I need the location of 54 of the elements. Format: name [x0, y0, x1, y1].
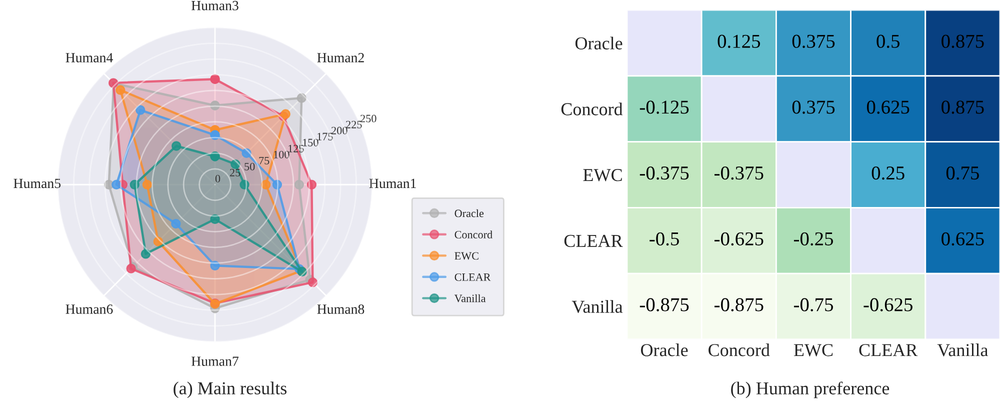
data-label: -0.625	[714, 232, 764, 246]
data-label: 0.375	[792, 34, 835, 48]
y-tick-label: 250	[360, 114, 376, 122]
legend-label: Vanilla	[454, 294, 486, 302]
data-label: -0.875	[714, 298, 764, 312]
y-tick-label: 225	[346, 120, 362, 128]
text: (a) Main results	[174, 382, 287, 398]
spoke-label: Human6	[66, 304, 113, 314]
y-tick-label: Concord	[561, 102, 623, 116]
y-tick-label: CLEAR	[564, 234, 623, 248]
spoke-label: Human4	[66, 53, 113, 62]
legend-label: Oracle	[454, 209, 484, 218]
legend-label: CLEAR	[454, 273, 491, 281]
x-tick-label: Concord	[708, 344, 770, 356]
y-tick-label: EWC	[583, 169, 622, 182]
y-tick-label: 75	[259, 156, 270, 164]
x-tick-label: Vanilla	[937, 344, 988, 356]
y-tick-label: 125	[288, 144, 304, 152]
x-axis-title: (b) Human preference	[731, 382, 890, 398]
data-label: -0.25	[794, 232, 833, 246]
y-tick-label: 175	[318, 132, 333, 140]
legend-label: EWC	[454, 252, 478, 260]
data-label: 0.5	[876, 34, 900, 48]
x-tick-label: Oracle	[640, 344, 688, 356]
data-label: 0.625	[942, 232, 984, 246]
spoke-label: Human7	[191, 356, 239, 366]
data-label: 0.875	[942, 100, 984, 114]
data-label: 0.75	[946, 166, 979, 180]
spoke-label: Human5	[14, 178, 61, 188]
spoke-label: Human1	[369, 178, 416, 188]
legend-label: Concord	[454, 230, 492, 238]
data-label: -0.375	[714, 166, 764, 180]
data-label: 0.375	[792, 100, 835, 114]
y-tick-label: Vanilla	[572, 300, 623, 313]
x-tick-label: EWC	[794, 344, 833, 356]
spoke-label: Human8	[317, 304, 364, 314]
y-tick-label: 0	[215, 174, 220, 182]
data-label: -0.375	[640, 166, 689, 180]
data-label: 0.125	[718, 34, 760, 48]
data-label: -0.125	[640, 100, 689, 114]
y-tick-label: 50	[244, 162, 255, 170]
y-tick-label: Oracle	[575, 36, 622, 50]
data-label: -0.625	[864, 298, 912, 312]
y-tick-label: 200	[332, 126, 348, 134]
spoke-label: Human3	[191, 0, 238, 10]
data-label: 0.25	[872, 166, 904, 180]
data-label: -0.875	[640, 298, 689, 312]
data-label: 0.625	[866, 100, 910, 114]
data-label: 0.875	[942, 34, 984, 48]
spoke-label: Human2	[317, 53, 364, 62]
data-label: -0.5	[650, 232, 679, 246]
y-tick-label: 150	[303, 138, 318, 146]
data-label: -0.75	[794, 298, 833, 312]
x-tick-label: CLEAR	[859, 344, 918, 356]
